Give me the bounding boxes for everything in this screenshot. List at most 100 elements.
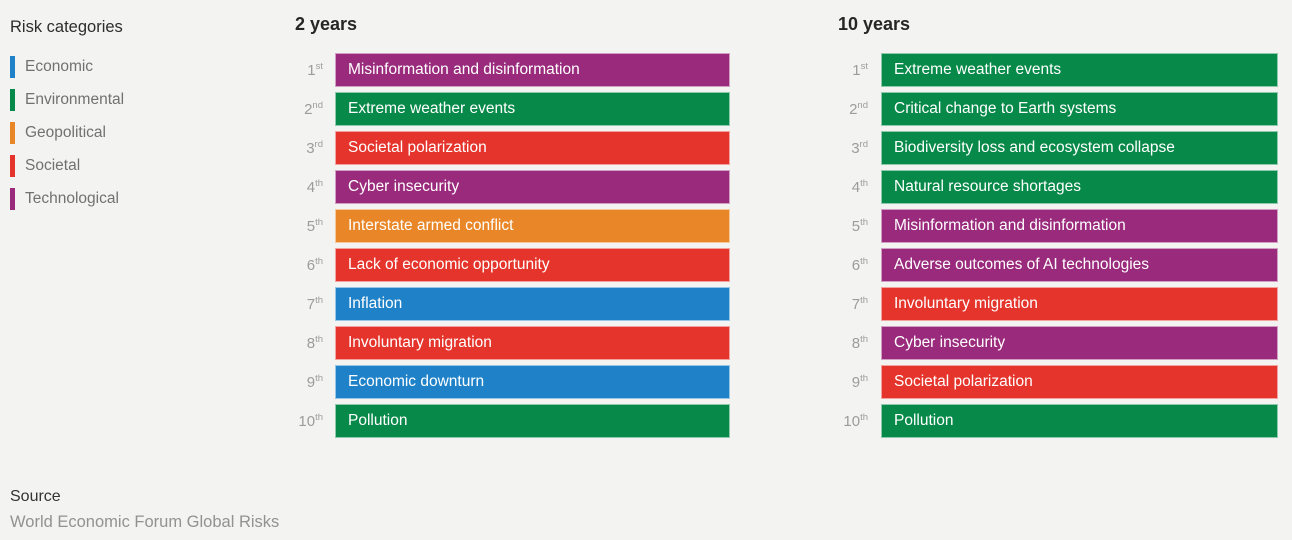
- rank-row: 5th Misinformation and disinformation: [838, 209, 1278, 243]
- legend-color-swatch: [10, 55, 15, 78]
- rank-row: 10th Pollution: [838, 404, 1278, 438]
- source-text: World Economic Forum Global Risks: [10, 513, 280, 531]
- risk-bar: Inflation: [335, 287, 730, 321]
- rank-label: 9th: [306, 372, 323, 391]
- rank-label: 1st: [852, 60, 868, 79]
- ranking-list-2-years: 1st Misinformation and disinformation 2n…: [295, 53, 730, 438]
- risk-bar: Lack of economic opportunity: [335, 248, 730, 282]
- legend-item: Geopolitical: [10, 116, 124, 149]
- rank-label: 4th: [306, 177, 323, 196]
- rank-row: 4th Cyber insecurity: [295, 170, 730, 204]
- rank-label: 5th: [306, 216, 323, 235]
- rank-label: 1st: [307, 60, 323, 79]
- rank-row: 10th Pollution: [295, 404, 730, 438]
- rank-label: 6th: [306, 255, 323, 274]
- rank-row: 1st Misinformation and disinformation: [295, 53, 730, 87]
- ranking-list-10-years: 1st Extreme weather events 2nd Critical …: [838, 53, 1278, 438]
- legend-item: Environmental: [10, 83, 124, 116]
- legend-color-swatch: [10, 187, 15, 210]
- risk-bar-label: Misinformation and disinformation: [348, 61, 580, 78]
- rank-label: 9th: [851, 372, 868, 391]
- rank-row: 6th Adverse outcomes of AI technologies: [838, 248, 1278, 282]
- risk-bar-label: Extreme weather events: [894, 61, 1062, 78]
- rank-row: 3rd Biodiversity loss and ecosystem coll…: [838, 131, 1278, 165]
- rank-row: 2nd Extreme weather events: [295, 92, 730, 126]
- rank-label: 10th: [298, 411, 323, 430]
- risk-bar-label: Lack of economic opportunity: [348, 256, 550, 273]
- rank-label: 2nd: [849, 99, 868, 118]
- rank-label: 10th: [843, 411, 868, 430]
- source-block: Source World Economic Forum Global Risks: [10, 488, 279, 532]
- risk-bar: Misinformation and disinformation: [335, 53, 730, 87]
- column-header-2-years: 2 years: [295, 14, 358, 34]
- risk-bar-label: Cyber insecurity: [894, 334, 1006, 351]
- rank-row: 8th Cyber insecurity: [838, 326, 1278, 360]
- risk-bar: Misinformation and disinformation: [881, 209, 1278, 243]
- rank-row: 4th Natural resource shortages: [838, 170, 1278, 204]
- risk-bar: Pollution: [881, 404, 1278, 438]
- risk-bar: Extreme weather events: [881, 53, 1278, 87]
- rank-row: 3rd Societal polarization: [295, 131, 730, 165]
- rank-label: 8th: [851, 333, 868, 352]
- risk-bar: Involuntary migration: [881, 287, 1278, 321]
- rank-row: 6th Lack of economic opportunity: [295, 248, 730, 282]
- risk-bar-label: Cyber insecurity: [348, 178, 460, 195]
- risk-categories-legend: Economic Environmental Geopolitical Soci…: [10, 50, 124, 215]
- rank-row: 1st Extreme weather events: [838, 53, 1278, 87]
- risk-bar-label: Pollution: [894, 412, 954, 429]
- rank-label: 3rd: [851, 138, 868, 157]
- risk-bar-label: Biodiversity loss and ecosystem collapse: [894, 139, 1175, 156]
- rank-label: 7th: [851, 294, 868, 313]
- rank-label: 3rd: [306, 138, 323, 157]
- risk-bar: Involuntary migration: [335, 326, 730, 360]
- legend-item: Economic: [10, 50, 124, 83]
- risk-bar: Societal polarization: [881, 365, 1278, 399]
- legend-color-swatch: [10, 88, 15, 111]
- risk-bar: Cyber insecurity: [881, 326, 1278, 360]
- risk-bar-label: Involuntary migration: [348, 334, 492, 351]
- risk-bar: Cyber insecurity: [335, 170, 730, 204]
- risk-bar-label: Critical change to Earth systems: [894, 100, 1117, 117]
- risk-bar-label: Interstate armed conflict: [348, 217, 514, 234]
- rank-row: 9th Societal polarization: [838, 365, 1278, 399]
- rank-row: 7th Involuntary migration: [838, 287, 1278, 321]
- risk-bar: Economic downturn: [335, 365, 730, 399]
- risk-bar: Interstate armed conflict: [335, 209, 730, 243]
- risk-bar: Extreme weather events: [335, 92, 730, 126]
- risk-bar-label: Economic downturn: [348, 373, 485, 390]
- rank-label: 8th: [306, 333, 323, 352]
- risk-bar-label: Inflation: [348, 295, 403, 312]
- risk-bar: Natural resource shortages: [881, 170, 1278, 204]
- risk-bar: Adverse outcomes of AI technologies: [881, 248, 1278, 282]
- legend-color-swatch: [10, 121, 15, 144]
- risk-bar-label: Societal polarization: [348, 139, 487, 156]
- rank-label: 2nd: [304, 99, 323, 118]
- legend-item: Societal: [10, 149, 124, 182]
- risk-bar-label: Societal polarization: [894, 373, 1033, 390]
- risk-bar: Biodiversity loss and ecosystem collapse: [881, 131, 1278, 165]
- legend-item-label: Geopolitical: [25, 123, 106, 141]
- rank-label: 7th: [306, 294, 323, 313]
- rank-label: 6th: [851, 255, 868, 274]
- risk-bar-label: Adverse outcomes of AI technologies: [894, 256, 1150, 273]
- risk-bar-label: Misinformation and disinformation: [894, 217, 1126, 234]
- risk-bar-label: Natural resource shortages: [894, 178, 1081, 195]
- risk-bar-label: Extreme weather events: [348, 100, 516, 117]
- rank-label: 5th: [851, 216, 868, 235]
- risk-bar-label: Involuntary migration: [894, 295, 1038, 312]
- risk-bar: Societal polarization: [335, 131, 730, 165]
- rank-row: 2nd Critical change to Earth systems: [838, 92, 1278, 126]
- legend-item-label: Societal: [25, 156, 81, 174]
- risk-bar: Critical change to Earth systems: [881, 92, 1278, 126]
- legend-item-label: Technological: [25, 189, 119, 207]
- legend-color-swatch: [10, 154, 15, 177]
- rank-row: 7th Inflation: [295, 287, 730, 321]
- legend-item: Technological: [10, 182, 124, 215]
- rank-row: 8th Involuntary migration: [295, 326, 730, 360]
- risk-bar-label: Pollution: [348, 412, 408, 429]
- source-label: Source: [10, 488, 61, 505]
- legend-item-label: Environmental: [25, 90, 125, 108]
- legend-item-label: Economic: [25, 57, 94, 75]
- legend-title: Risk categories: [10, 18, 123, 36]
- column-header-10-years: 10 years: [838, 14, 911, 34]
